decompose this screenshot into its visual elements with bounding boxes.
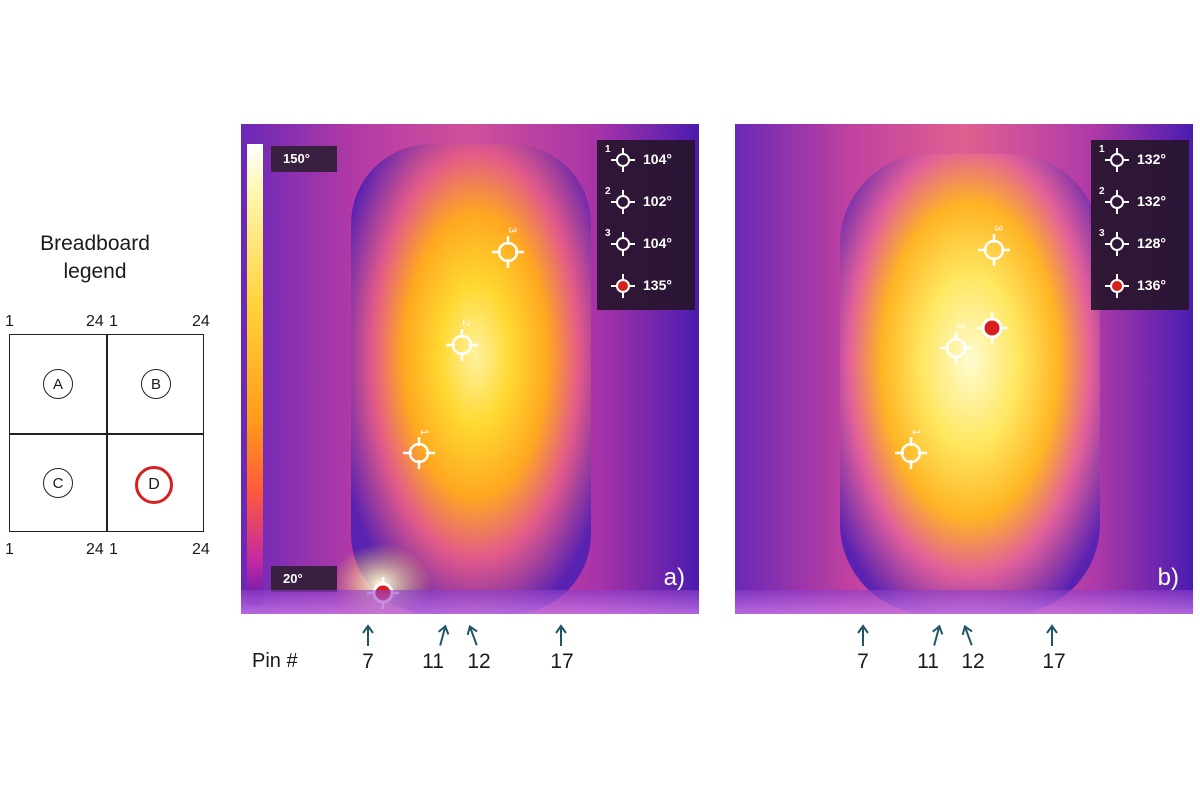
cursor-label: 2 [460, 319, 473, 327]
scale-max-label: 150° [271, 146, 337, 172]
spot-value: 104° [643, 235, 672, 251]
cursor-1 [401, 435, 437, 471]
crosshair-icon [895, 437, 927, 469]
cursor-1 [893, 435, 929, 471]
pin-arrow-icon [555, 624, 567, 646]
pin-arrow-icon [362, 624, 374, 646]
quadrant-d-highlighted: D [135, 466, 173, 504]
pin-label-b: 12 [961, 650, 985, 673]
pin-header-strip [241, 590, 699, 614]
hot-spot-cursor [974, 310, 1010, 346]
cursor-2 [938, 330, 974, 366]
cursor-label: 1 [418, 428, 431, 436]
pin-arrow-icon [1046, 624, 1058, 646]
pin-label-b: 17 [1042, 650, 1066, 673]
crosshair-icon [1105, 190, 1129, 214]
pin-header-strip [735, 590, 1193, 614]
spot-value: 132° [1137, 151, 1166, 167]
cursor-label: 3 [506, 226, 519, 234]
pin-caption: Pin # [252, 650, 298, 672]
crosshair-icon [1105, 232, 1129, 256]
cursor-3 [976, 232, 1012, 268]
pin-arrow-icon [438, 624, 450, 646]
legend-top-number: 24 [86, 313, 104, 330]
pin-arrow-icon [961, 624, 973, 646]
pin-arrow-icon [466, 624, 478, 646]
spot-value: 102° [643, 193, 672, 209]
pin-label-a: 7 [362, 650, 374, 673]
spot-index: 2 [1099, 186, 1105, 197]
pin-label-b: 7 [857, 650, 869, 673]
crosshair-icon [492, 236, 524, 268]
legend-top-number: 1 [5, 313, 14, 330]
spot-value: 136° [1137, 277, 1166, 293]
thermal-image-b: 1 132° 2 132° 3 128° 136° 3 2 1 b) [735, 124, 1193, 614]
legend-bottom-number: 24 [86, 541, 104, 558]
thermal-image-a: 150° 20° 1 104° 2 102° 3 104° 135° 3 2 [241, 124, 699, 614]
temperature-scale-bar [247, 144, 263, 606]
cursor-label: 2 [954, 322, 967, 330]
pin-label-a: 12 [467, 650, 491, 673]
legend-title-line1: Breadboard [40, 232, 150, 255]
legend-top-number: 1 [109, 313, 118, 330]
spot-readout: 1 132° [1091, 140, 1189, 180]
crosshair-icon [611, 232, 635, 256]
legend-title: Breadboard legend [20, 230, 170, 286]
spot-value: 132° [1137, 193, 1166, 209]
legend-top-number: 24 [192, 313, 210, 330]
pin-label-a: 11 [422, 650, 444, 673]
spot-index: 2 [605, 186, 611, 197]
crosshair-icon [403, 437, 435, 469]
spot-readout: 3 128° [1091, 224, 1189, 264]
quadrant-a: A [43, 369, 73, 399]
crosshair-icon [446, 329, 478, 361]
spot-index: 3 [605, 228, 611, 239]
quadrant-c: C [43, 468, 73, 498]
cursor-label: 1 [910, 428, 923, 436]
spot-value: 104° [643, 151, 672, 167]
spot-readout: 1 104° [597, 140, 695, 180]
pin-label-b: 11 [917, 650, 939, 673]
panel-tag: b) [1157, 564, 1179, 591]
spot-index: 3 [1099, 228, 1105, 239]
crosshair-icon [611, 148, 635, 172]
pin-arrow-icon [857, 624, 869, 646]
cursor-label: 3 [992, 224, 1005, 232]
spot-readout: 2 132° [1091, 182, 1189, 222]
crosshair-icon [978, 234, 1010, 266]
spot-index: 1 [1099, 144, 1105, 155]
cursor-3 [490, 234, 526, 270]
spot-readout: 2 102° [597, 182, 695, 222]
legend-title-line2: legend [63, 260, 127, 283]
pin-arrow-icon [932, 624, 944, 646]
panel-tag: a) [663, 564, 685, 591]
cursor-2 [444, 327, 480, 363]
crosshair-icon [940, 332, 972, 364]
spot-index: 1 [605, 144, 611, 155]
legend-bottom-number: 1 [109, 541, 118, 558]
hot-spot-crosshair-icon [1105, 274, 1129, 298]
hot-spot-crosshair-icon [976, 312, 1008, 344]
spot-readouts-b: 1 132° 2 132° 3 128° 136° [1091, 140, 1189, 310]
breadboard-grid: A B C D [9, 334, 204, 532]
crosshair-icon [611, 190, 635, 214]
spot-readout: 3 104° [597, 224, 695, 264]
quadrant-b: B [141, 369, 171, 399]
spot-readouts-a: 1 104° 2 102° 3 104° 135° [597, 140, 695, 310]
legend-bottom-number: 1 [5, 541, 14, 558]
scale-min-label: 20° [271, 566, 337, 592]
legend-bottom-number: 24 [192, 541, 210, 558]
pin-label-a: 17 [550, 650, 574, 673]
spot-value: 135° [643, 277, 672, 293]
spot-readout-max: 136° [1091, 266, 1189, 306]
spot-readout-max: 135° [597, 266, 695, 306]
crosshair-icon [1105, 148, 1129, 172]
spot-value: 128° [1137, 235, 1166, 251]
hot-spot-crosshair-icon [611, 274, 635, 298]
grid-divider-horizontal [10, 433, 203, 435]
